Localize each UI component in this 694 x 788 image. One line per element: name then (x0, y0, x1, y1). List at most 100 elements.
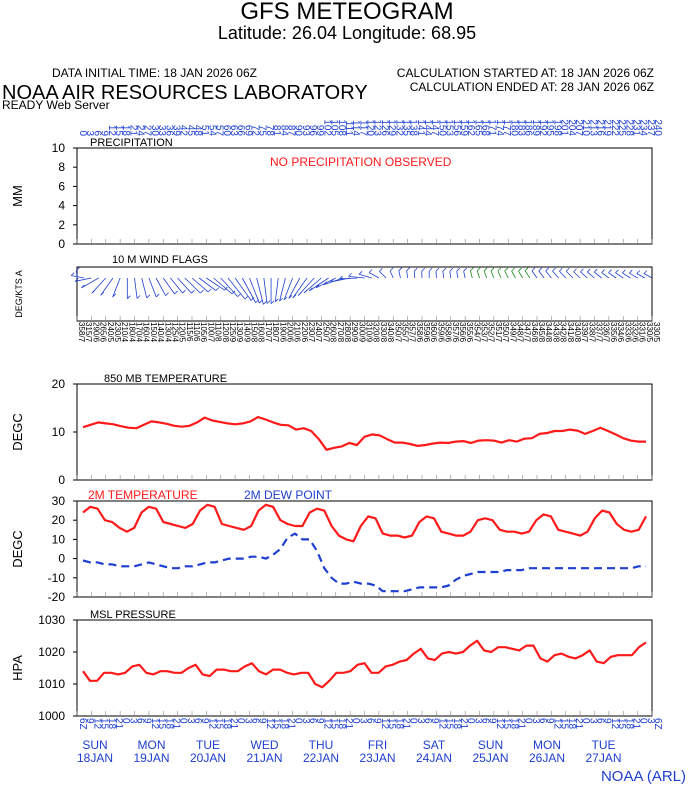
init-time: DATA INITIAL TIME: 18 JAN 2026 06Z (52, 66, 257, 80)
wind-barb (100, 291, 104, 296)
bottom-hour-label: 3 (472, 718, 483, 724)
wind-value-label: 346/8 (530, 322, 539, 343)
bottom-hour-label: 6 (537, 718, 548, 724)
bottom-hour-label: 18 (623, 718, 634, 730)
precip-ytick-label: 10 (52, 141, 66, 155)
bottom-hour-label: 0 (465, 718, 476, 724)
top-hour-label: 63 (228, 125, 239, 137)
wind-value-label: 100/7 (206, 322, 215, 343)
top-hour-label: 33 (156, 125, 167, 137)
date-label: 26JAN (529, 751, 565, 765)
wind-value-label: 340/8 (573, 322, 582, 343)
top-hour-label: 192 (537, 119, 548, 136)
wind-value-label: 150/8 (250, 322, 259, 343)
mslp-frame (76, 619, 653, 717)
wind-barb (483, 267, 488, 272)
day-label: TUE (196, 738, 220, 752)
wind-flag (559, 270, 567, 279)
top-hour-label: 195 (544, 119, 555, 136)
top-hour-label: 60 (221, 125, 232, 137)
wind-barb (545, 267, 549, 272)
top-hour-label: 6 (91, 130, 102, 136)
wind-value-label: 336/7 (602, 322, 611, 343)
bottom-hour-label: 12 (379, 718, 390, 730)
wind-value-label: 358/6 (444, 322, 453, 343)
bottom-hour-label: 6 (480, 718, 491, 724)
wind-flag (573, 271, 581, 279)
top-hour-label: 198 (551, 119, 562, 136)
wind-flag (249, 277, 260, 304)
wind-barb (565, 267, 570, 272)
wind-barb (428, 267, 433, 272)
bottom-hour-label: 15 (559, 718, 570, 730)
top-hour-label: 213 (587, 119, 598, 136)
top-hour-label: 24 (135, 125, 146, 137)
bottom-hour-label: 18 (566, 718, 577, 730)
bottom-hour-label: 3 (587, 718, 598, 724)
bottom-hour-label: 9 (487, 718, 498, 724)
mslp-title: MSL PRESSURE (90, 609, 176, 621)
wind-barb (200, 289, 204, 294)
date-label: 24JAN (416, 751, 452, 765)
wind-barb (580, 268, 584, 273)
bottom-hour-label: 21 (458, 718, 469, 730)
wind-flag (622, 272, 631, 279)
wind-flag (112, 277, 121, 298)
bottom-hour-label: 21 (400, 718, 411, 730)
wind-barb (511, 267, 515, 272)
wind-barb (259, 299, 263, 304)
day-label: WED (251, 738, 279, 752)
bottom-hour-label: 12 (91, 718, 102, 730)
wind-flag (191, 277, 209, 293)
top-hour-label: 36 (163, 125, 174, 137)
day-label: SUN (82, 738, 107, 752)
wind-flag (206, 277, 225, 291)
wind-barb (91, 289, 96, 294)
bottom-hour-label: 15 (501, 718, 512, 730)
top-hour-label: 27 (142, 125, 153, 137)
wind-value-label: 343/8 (551, 322, 560, 343)
wind-value-label: 290/9 (350, 322, 359, 343)
day-label: SAT (423, 738, 446, 752)
wind-value-label: 150/4 (149, 322, 158, 343)
wind-title: 10 M WIND FLAGS (112, 254, 208, 266)
wind-barb (379, 267, 383, 272)
bottom-hour-label: 15 (329, 718, 340, 730)
precip-ytick-label: 4 (58, 199, 65, 213)
wind-barb (165, 292, 169, 296)
bottom-hour-label: 12 (264, 718, 275, 730)
bottom-hour-label: 3 (530, 718, 541, 724)
wind-value-label: 250/7 (321, 322, 330, 343)
wind-barb (127, 295, 131, 300)
wind-value-label: 330/8 (379, 322, 388, 343)
wind-flag (629, 272, 638, 279)
sfc-temp-ytick-label: 0 (58, 552, 65, 566)
wind-value-label: 310/9 (365, 322, 374, 343)
wind-barb (622, 269, 626, 274)
wind-barb (174, 290, 178, 295)
date-label: 23JAN (359, 751, 395, 765)
top-hour-label: 189 (530, 119, 541, 136)
wind-barb (266, 300, 271, 304)
precip-ytick-label: 0 (58, 237, 65, 251)
wind-value-label: 332/6 (630, 322, 639, 343)
bottom-hour-label: 15 (214, 718, 225, 730)
top-hour-label: 231 (630, 119, 641, 136)
wind-flag (587, 271, 595, 279)
calc-ended: CALCULATION ENDED AT: 28 JAN 2026 06Z (409, 80, 654, 94)
sfc-temp-series-1 (82, 532, 646, 593)
wind-barb (215, 287, 220, 291)
precip-annotation: NO PRECIPITATION OBSERVED (270, 155, 452, 169)
wind-barb (593, 268, 598, 273)
top-hour-label: 111 (343, 121, 354, 137)
wind-barb (413, 267, 418, 272)
wind-value-label: 170/4 (135, 322, 144, 343)
wind-flag (643, 273, 653, 279)
top-hour-label: 0 (77, 130, 88, 136)
bottom-hour-label: 18 (106, 718, 117, 730)
wind-flag (470, 270, 473, 279)
wind-barb (435, 267, 440, 272)
wind-value-label: 270/8 (336, 322, 345, 343)
wind-value-label: 130/4 (163, 322, 172, 343)
